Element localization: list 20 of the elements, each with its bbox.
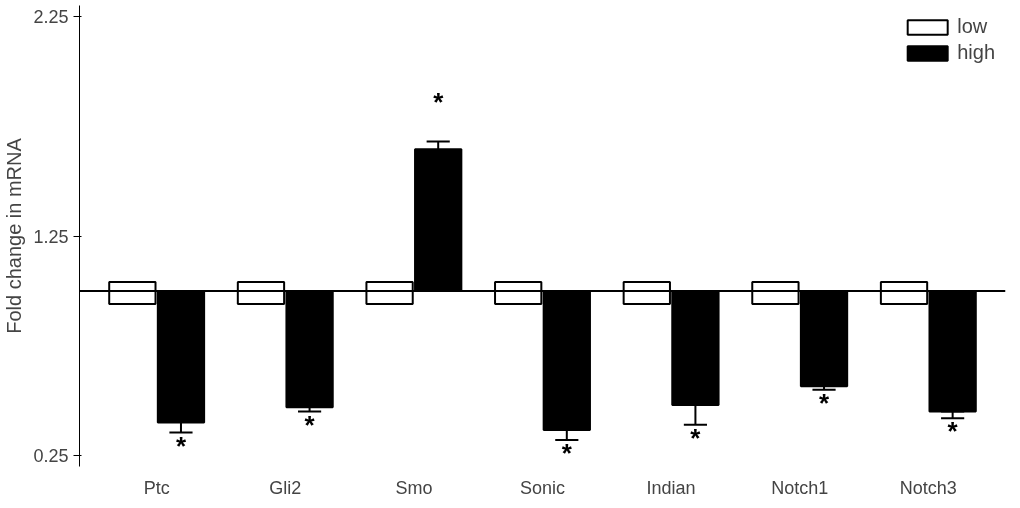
y-tick-label: 1.25 xyxy=(33,226,69,247)
x-tick-label: Notch1 xyxy=(771,477,829,498)
annotation: * xyxy=(433,87,445,118)
x-tick-label: Notch3 xyxy=(899,477,957,498)
y-tick-label: 0.25 xyxy=(33,446,69,467)
x-tick-label: Smo xyxy=(395,477,433,498)
annotation: * xyxy=(690,422,702,453)
y-axis-title: Fold change in mRNA xyxy=(3,137,26,334)
x-tick-label: Gli2 xyxy=(269,477,302,498)
x-tick-label: Sonic xyxy=(519,477,566,498)
annotation: * xyxy=(175,430,187,461)
legend-label: high xyxy=(957,41,995,64)
x-tick-label: Indian xyxy=(646,477,696,498)
x-tick-label: Ptc xyxy=(143,477,170,498)
annotation: * xyxy=(561,438,573,469)
legend-label: low xyxy=(957,15,988,38)
annotation: * xyxy=(304,409,316,440)
annotation: * xyxy=(947,416,959,447)
y-tick-label: 2.25 xyxy=(33,6,69,27)
annotation: * xyxy=(818,387,830,418)
